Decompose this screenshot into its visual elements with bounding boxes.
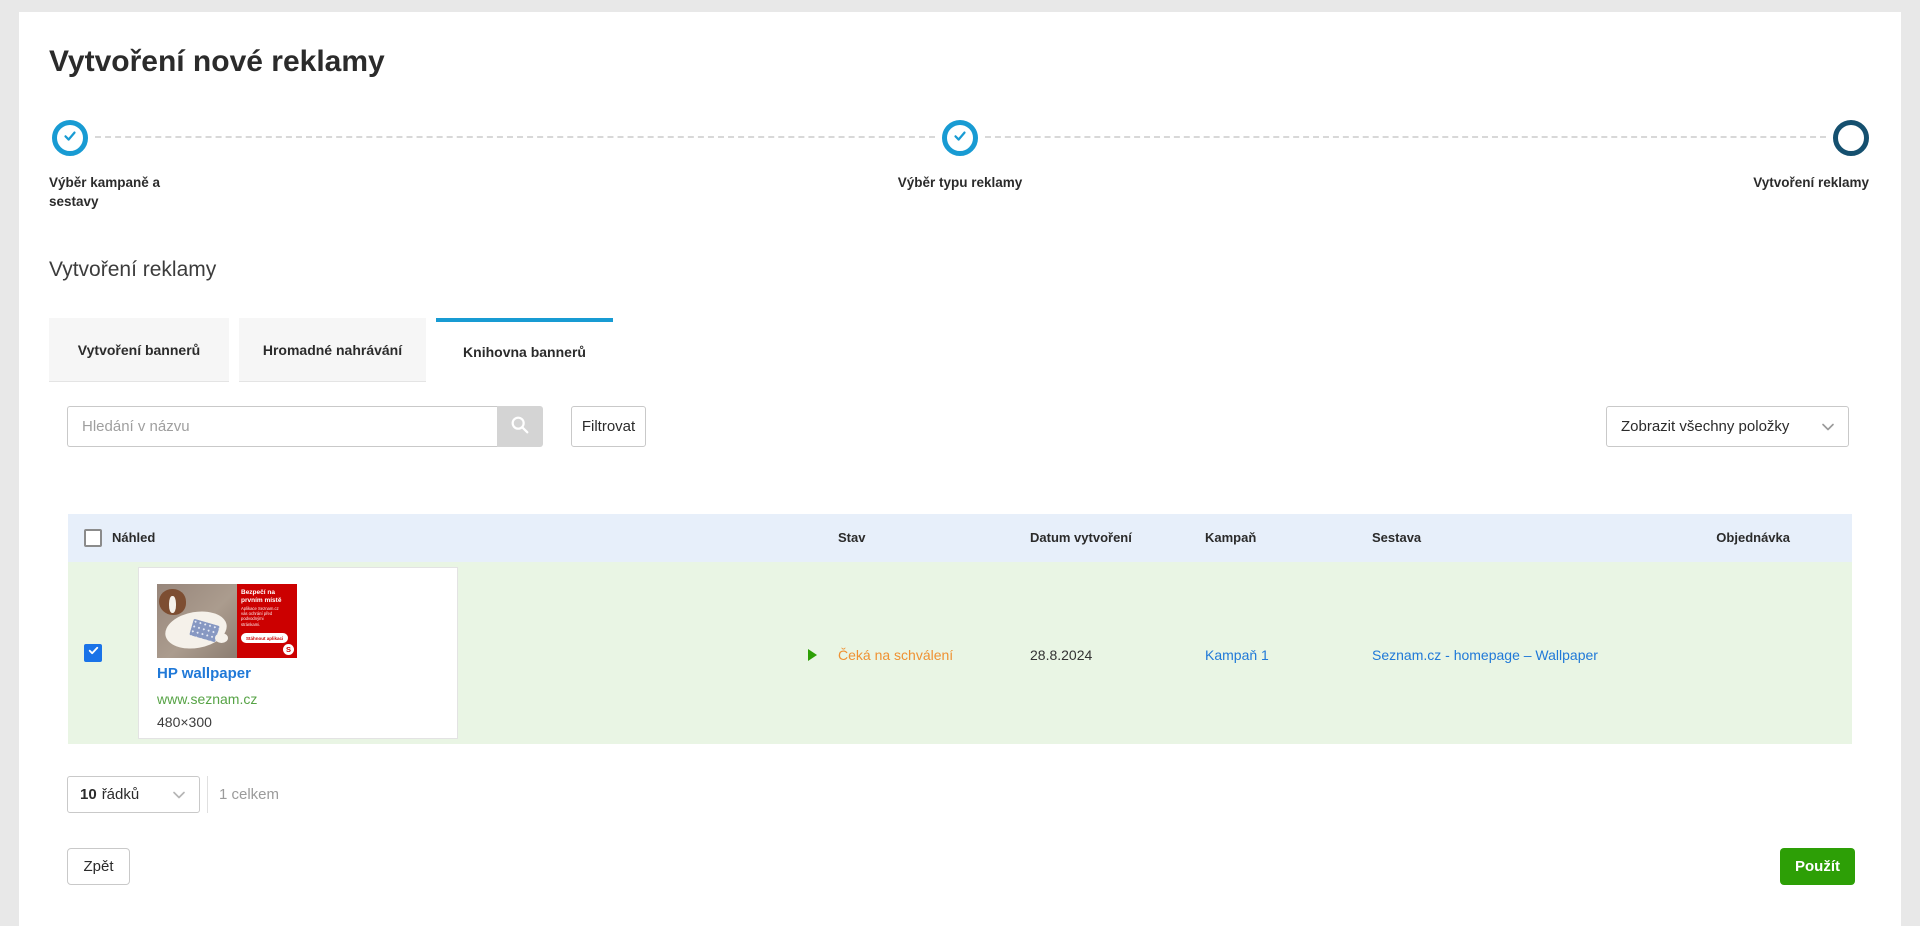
stepper-connector <box>95 136 935 138</box>
row-campaign-link[interactable]: Kampaň 1 <box>1205 647 1269 663</box>
tab-knihovna-banneru[interactable]: Knihovna bannerů <box>436 318 613 382</box>
banner-cta-button: Stáhnout aplikaci <box>241 633 289 644</box>
row-checkbox[interactable] <box>84 644 102 662</box>
column-header-datum: Datum vytvoření <box>1030 530 1132 545</box>
tab-hromadne-nahravani[interactable]: Hromadné nahrávání <box>239 318 426 382</box>
column-header-kampan: Kampaň <box>1205 530 1257 545</box>
submit-button[interactable]: Použít <box>1780 848 1855 885</box>
banner-body-text: Aplikace Seznam.cz vás ochrání před podv… <box>241 606 279 627</box>
tab-vytvoreni-banneru[interactable]: Vytvoření bannerů <box>49 318 229 382</box>
step-3-circle[interactable] <box>1833 120 1869 156</box>
row-created-date: 28.8.2024 <box>1030 647 1093 663</box>
search-button[interactable] <box>497 406 543 447</box>
content-card: Vytvoření nové reklamy Výběr kampaně a s… <box>19 12 1901 926</box>
row-status: Čeká na schválení <box>838 647 954 663</box>
chevron-down-icon <box>169 785 189 809</box>
seznam-logo-icon: S <box>283 644 294 655</box>
total-count-label: 1 celkem <box>219 786 280 803</box>
tab-label: Vytvoření bannerů <box>77 341 201 358</box>
rows-per-page-label: řádků <box>101 786 140 803</box>
stepper-connector <box>985 136 1826 138</box>
step-2-label: Výběr typu reklamy <box>897 175 1023 190</box>
banner-preview-card: Bezpečí na prvním místě Aplikace Seznam.… <box>138 567 458 739</box>
column-header-objednavka: Objednávka <box>1716 530 1790 545</box>
step-3-label: Vytvoření reklamy <box>1753 175 1869 190</box>
banner-image[interactable]: Bezpečí na prvním místě Aplikace Seznam.… <box>157 584 297 658</box>
banner-photo-dog <box>157 584 237 658</box>
back-button[interactable]: Zpět <box>67 848 130 885</box>
search-icon <box>509 414 531 439</box>
banner-dimensions: 480×300 <box>157 714 212 730</box>
page-title: Vytvoření nové reklamy <box>49 45 385 78</box>
tab-label: Knihovna bannerů <box>463 343 586 360</box>
select-all-checkbox[interactable] <box>84 529 102 547</box>
step-2-circle[interactable] <box>942 120 978 156</box>
tab-label: Hromadné nahrávání <box>262 341 403 358</box>
column-header-sestava: Sestava <box>1372 530 1422 545</box>
column-header-nahled: Náhled <box>112 530 156 545</box>
show-items-value: Zobrazit všechny položky <box>1621 418 1790 435</box>
column-header-stav: Stav <box>838 530 866 545</box>
check-icon <box>951 127 969 150</box>
check-icon <box>87 644 100 662</box>
table-header: Náhled Stav Datum vytvoření Kampaň Sesta… <box>68 514 1852 562</box>
status-play-icon <box>808 649 817 661</box>
banner-headline: Bezpečí na prvním místě <box>241 589 282 604</box>
table-row: Bezpečí na prvním místě Aplikace Seznam.… <box>68 562 1852 744</box>
chevron-down-icon <box>1818 417 1838 441</box>
search-input[interactable] <box>67 406 497 447</box>
banner-text-panel: Bezpečí na prvním místě Aplikace Seznam.… <box>237 584 297 658</box>
divider <box>207 776 208 813</box>
section-title: Vytvoření reklamy <box>49 258 217 281</box>
step-1-label: Výběr kampaně a sestavy <box>49 175 161 209</box>
rows-per-page-select[interactable]: 10 řádků <box>67 776 200 813</box>
step-1-circle[interactable] <box>52 120 88 156</box>
show-items-select[interactable]: Zobrazit všechny položky <box>1606 406 1849 447</box>
row-adset-link[interactable]: Seznam.cz - homepage – Wallpaper <box>1372 647 1598 663</box>
rows-per-page-value: 10 <box>80 786 97 803</box>
check-icon <box>61 127 79 150</box>
banner-name-link[interactable]: HP wallpaper <box>157 665 251 682</box>
filter-button[interactable]: Filtrovat <box>571 406 646 447</box>
banner-display-url: www.seznam.cz <box>157 691 258 707</box>
